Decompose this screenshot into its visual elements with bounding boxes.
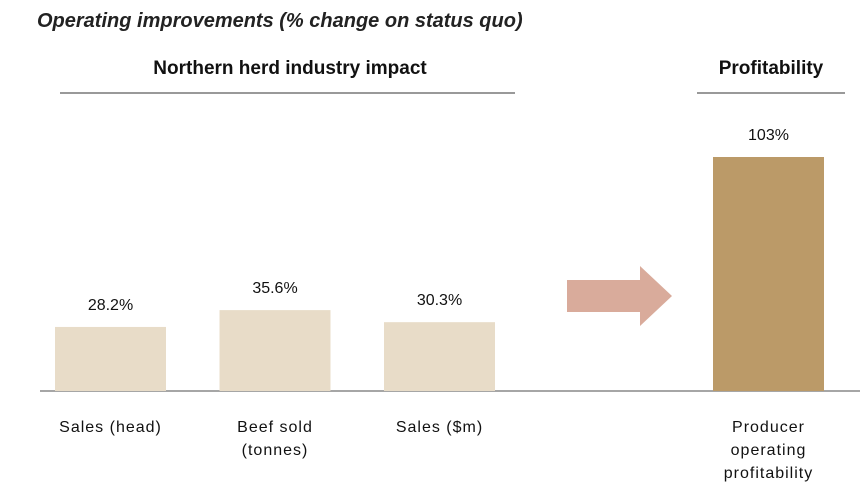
chart-title: Operating improvements (% change on stat…	[37, 10, 523, 32]
value-label: 103%	[748, 127, 789, 144]
value-label: 35.6%	[252, 280, 298, 298]
bar	[713, 157, 824, 391]
bar	[384, 322, 495, 391]
category-label: Beef sold (tonnes)	[237, 419, 313, 459]
category-label: Sales ($m)	[395, 419, 484, 436]
value-label: 28.2%	[87, 296, 134, 314]
group-label: Northern herd industry impact	[153, 58, 427, 79]
bar	[55, 326, 166, 391]
bar	[219, 310, 331, 391]
group-label: Profitability	[718, 58, 824, 79]
value-label: 30.3%	[416, 292, 463, 310]
category-label: Producer operating profitability	[723, 419, 814, 482]
arrow	[567, 266, 672, 326]
category-label: Sales (head)	[59, 419, 162, 436]
